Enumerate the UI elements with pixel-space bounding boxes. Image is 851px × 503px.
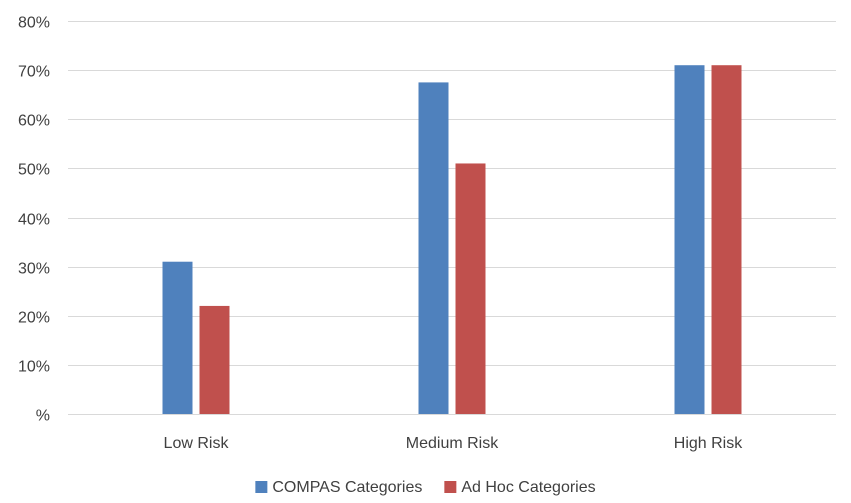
y-tick-label: %	[36, 408, 50, 425]
gridlines	[68, 21, 836, 415]
legend-swatch	[255, 481, 268, 493]
y-tick-label: 30%	[18, 261, 50, 278]
legend-swatch	[444, 481, 457, 493]
legend-item-compas-categories: COMPAS Categories	[255, 479, 422, 496]
legend-item-ad-hoc-categories: Ad Hoc Categories	[444, 479, 596, 496]
x-category-label: Medium Risk	[406, 435, 499, 452]
y-tick-label: 60%	[18, 113, 50, 130]
bars	[162, 65, 742, 415]
y-tick-label: 80%	[18, 15, 50, 32]
y-tick-label: 20%	[18, 310, 50, 327]
y-tick-label: 10%	[18, 359, 50, 376]
y-axis-tick-labels: % 10% 20% 30% 40% 50% 60% 70% 80%	[18, 15, 50, 425]
y-tick-label: 40%	[18, 212, 50, 229]
bar-high-risk-ad-hoc-categories	[711, 65, 742, 415]
legend: COMPAS Categories Ad Hoc Categories	[255, 479, 596, 496]
bar-medium-risk-compas-categories	[418, 82, 449, 414]
x-category-label: Low Risk	[164, 435, 230, 452]
bar-high-risk-compas-categories	[674, 65, 705, 415]
bar-low-risk-compas-categories	[162, 261, 193, 414]
y-tick-label: 70%	[18, 64, 50, 81]
x-category-label: High Risk	[674, 435, 743, 452]
legend-label: Ad Hoc Categories	[461, 479, 595, 496]
legend-label: COMPAS Categories	[272, 479, 422, 496]
y-tick-label: 50%	[18, 162, 50, 179]
x-axis-category-labels: Low Risk Medium Risk High Risk	[164, 435, 744, 452]
bar-low-risk-ad-hoc-categories	[199, 305, 230, 414]
bar-medium-risk-ad-hoc-categories	[455, 163, 486, 414]
